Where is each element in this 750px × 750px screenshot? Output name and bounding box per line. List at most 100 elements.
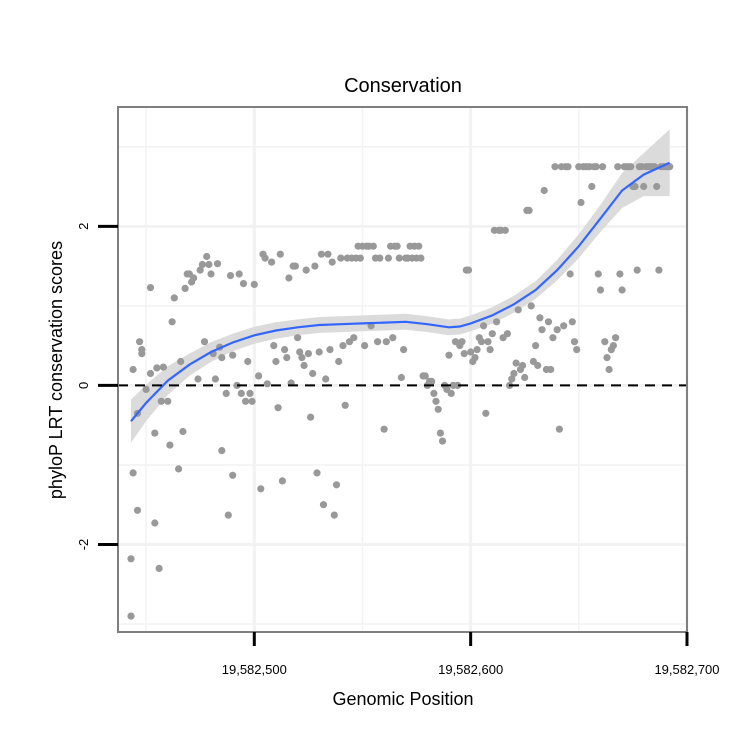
data-point: [555, 425, 564, 433]
data-point: [129, 469, 137, 477]
data-point: [447, 389, 455, 397]
data-point: [421, 372, 429, 380]
data-point: [540, 186, 548, 195]
data-point: [339, 342, 347, 350]
data-point: [640, 182, 648, 191]
data-point: [395, 254, 403, 262]
data-point: [309, 369, 317, 378]
data-point: [592, 163, 600, 171]
data-point: [281, 346, 289, 354]
data-point: [389, 334, 397, 342]
data-point: [536, 314, 544, 322]
data-point: [549, 334, 557, 342]
data-point: [291, 262, 299, 270]
data-point: [190, 274, 198, 282]
data-point: [255, 372, 263, 380]
data-point: [319, 501, 328, 509]
data-point: [127, 555, 135, 563]
data-point: [263, 380, 271, 388]
data-point: [521, 373, 529, 382]
data-point: [166, 441, 174, 449]
data-point: [601, 338, 609, 346]
data-point: [136, 338, 144, 346]
data-point: [551, 163, 559, 171]
data-point: [296, 348, 304, 356]
data-point: [633, 266, 641, 274]
data-point: [618, 286, 626, 294]
data-point: [127, 612, 135, 620]
data-point: [596, 286, 605, 294]
smooth-line-layer: [130, 161, 671, 422]
data-point: [577, 198, 585, 207]
data-point: [570, 338, 579, 346]
data-point: [547, 365, 555, 374]
plot-area: [117, 106, 689, 633]
chart-title: Conservation: [344, 75, 462, 97]
data-point: [534, 361, 542, 370]
x-axis: 19,582,500 19,582,600 19,582,700: [222, 632, 720, 677]
data-point: [432, 397, 440, 405]
data-point: [434, 405, 442, 413]
data-point: [278, 477, 286, 485]
data-point: [356, 254, 364, 262]
plot-frame: [117, 106, 688, 633]
data-point: [246, 389, 254, 397]
data-point: [300, 361, 308, 370]
data-point: [155, 564, 163, 573]
data-point: [270, 342, 278, 350]
data-point: [237, 389, 245, 397]
y-axis: -2 0 2: [76, 223, 118, 550]
data-point: [244, 357, 252, 366]
data-point: [560, 322, 568, 330]
data-point: [467, 348, 475, 356]
y-tick-label: 2: [76, 223, 91, 230]
data-point: [235, 270, 243, 278]
data-point: [473, 346, 481, 354]
data-point: [194, 375, 202, 383]
data-point: [609, 342, 618, 350]
data-point: [428, 377, 436, 385]
data-point: [512, 359, 520, 367]
data-point: [538, 326, 546, 334]
data-point: [603, 354, 611, 362]
data-point: [146, 284, 155, 292]
data-point: [146, 369, 155, 378]
data-point: [330, 511, 338, 519]
data-point: [272, 357, 280, 366]
data-point: [177, 357, 185, 366]
data-point: [460, 350, 468, 358]
smooth-fit-line: [130, 161, 671, 422]
data-point: [328, 258, 336, 266]
data-point: [369, 242, 377, 250]
data-point: [480, 322, 488, 330]
data-point: [205, 260, 213, 269]
data-point: [298, 354, 306, 362]
data-point: [464, 266, 473, 274]
data-point: [350, 334, 358, 342]
data-point: [438, 437, 447, 445]
data-point: [196, 266, 204, 274]
data-point: [382, 338, 390, 346]
data-point: [332, 481, 341, 489]
data-point: [616, 270, 624, 278]
data-point: [594, 270, 602, 278]
data-point: [564, 163, 572, 171]
data-point: [229, 351, 237, 359]
data-point: [454, 381, 462, 389]
data-point: [250, 280, 258, 288]
data-point: [315, 348, 323, 356]
x-tick-label: 19,582,500: [222, 662, 287, 677]
x-axis-label: Genomic Position: [332, 689, 473, 709]
data-point: [222, 389, 230, 397]
data-point: [198, 260, 206, 269]
data-point: [337, 254, 345, 262]
data-point: [653, 182, 661, 191]
data-point: [527, 302, 535, 310]
data-point: [445, 351, 453, 359]
data-point: [175, 465, 183, 473]
data-point: [203, 252, 211, 261]
data-point: [484, 338, 492, 346]
data-point: [568, 318, 576, 326]
data-point: [322, 375, 330, 383]
data-point: [553, 326, 561, 334]
